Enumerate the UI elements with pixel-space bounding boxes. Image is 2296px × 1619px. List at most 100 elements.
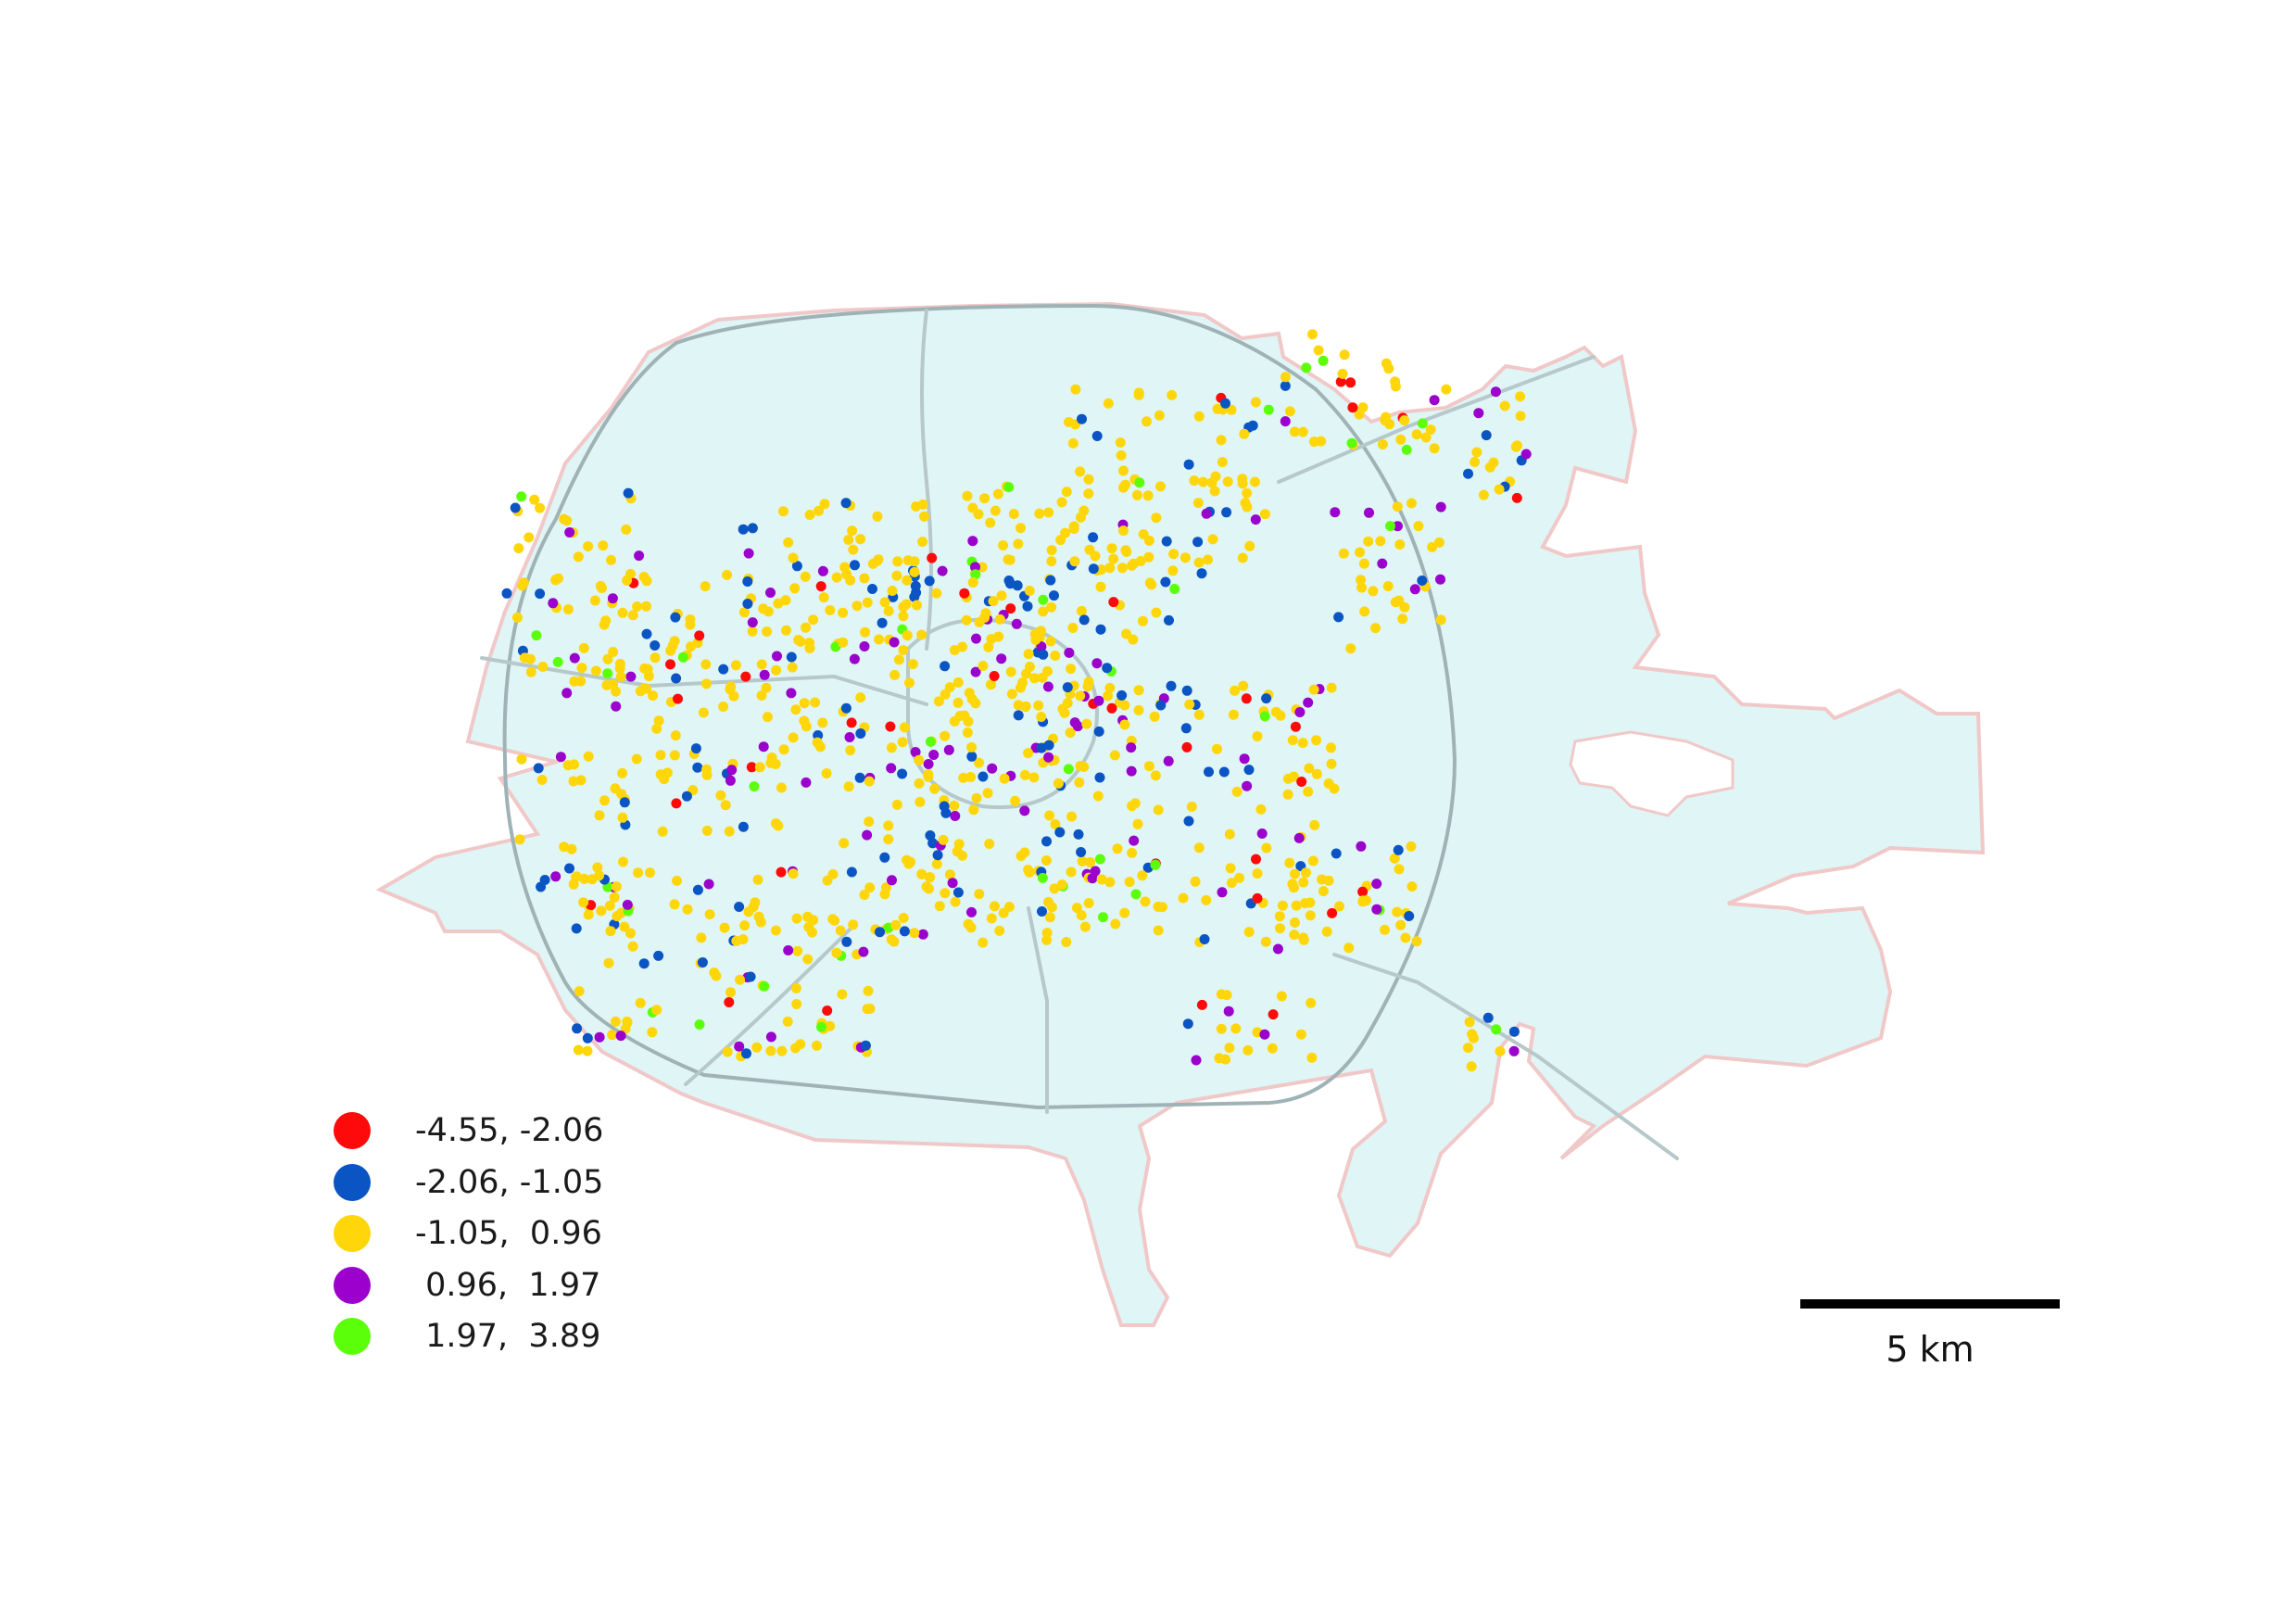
map-point [897,737,908,748]
map-point [622,1017,633,1028]
map-point [762,626,773,637]
map-point [917,929,928,940]
map-point [1249,476,1260,487]
map-point [864,882,876,893]
map-point [1134,477,1145,488]
map-point [1024,866,1035,878]
map-point [1357,895,1369,906]
map-point [814,505,825,516]
legend-marker-green [334,1318,371,1355]
map-point [1196,568,1207,579]
map-point [1062,698,1073,709]
map-point [1331,848,1342,859]
scale-bar-line [1800,1299,2060,1309]
map-point [1154,410,1165,421]
map-point [804,643,815,653]
map-point [1044,912,1055,923]
map-point [1217,887,1228,898]
map-point [594,810,605,821]
map-point [933,696,944,707]
map-point [949,715,960,727]
map-point [1230,1023,1242,1034]
map-point [985,679,996,690]
map-point [1084,544,1095,555]
map-point [1282,789,1293,800]
map-point [781,625,791,636]
map-point [1050,651,1061,661]
map-point [1072,721,1083,732]
map-point [1417,576,1428,586]
map-point [1155,700,1167,711]
map-point [912,600,922,611]
map-point [1216,1023,1227,1034]
map-point [940,730,951,741]
map-point [1338,548,1349,559]
map-point [1069,556,1080,567]
map-point [1150,770,1161,781]
map-point [1104,682,1116,693]
map-point [1394,539,1406,550]
map-point [1239,428,1250,439]
map-point [994,613,1005,625]
map-point [611,1016,621,1027]
map-point [622,575,633,586]
map-point [1167,389,1178,400]
map-point [889,669,901,680]
map-point [859,641,870,651]
map-point [1435,501,1446,512]
map-point [701,764,712,775]
map-point [1022,601,1033,612]
map-point [799,698,810,709]
map-point [1218,766,1230,778]
map-point [916,868,927,879]
map-point [514,834,525,845]
point-layer [501,329,1532,1072]
map-point [1307,329,1318,340]
map-point [1252,892,1263,904]
map-point [1304,763,1315,774]
map-point [1484,462,1495,473]
map-point [1311,768,1322,779]
map-point [855,728,866,739]
map-point [1029,673,1040,684]
map-point [1153,925,1164,936]
map-point [692,884,703,895]
map-point [562,760,574,771]
map-point [698,707,709,718]
map-point [978,661,989,671]
map-point [671,673,682,684]
map-point [917,499,928,510]
map-point [867,584,877,594]
map-point [1344,942,1355,954]
map-point [1193,411,1205,422]
map-point [756,690,767,701]
map-point [978,771,989,782]
map-point [791,913,802,924]
map-point [1393,844,1404,855]
map-point [1093,695,1104,706]
map-point [669,899,680,910]
map-point [904,677,915,689]
map-point [1198,476,1208,487]
map-point [801,721,812,732]
map-point [776,866,787,878]
map-point [561,688,573,699]
map-point [1309,819,1320,830]
map-point [631,753,642,765]
map-point [1041,836,1052,847]
map-point [1118,525,1129,537]
map-point [746,762,757,773]
map-point [1054,827,1066,838]
legend-label: -1.05, 0.96 [415,1215,602,1252]
map-point [816,1021,826,1032]
map-point [1016,851,1027,862]
road-south [1027,906,1049,1114]
map-point [1261,842,1272,854]
map-point [1494,484,1505,495]
map-point [773,598,784,609]
map-point [725,987,736,998]
map-point [1225,863,1236,874]
map-point [1061,937,1072,947]
map-point [1306,1052,1318,1063]
map-point [786,688,797,699]
